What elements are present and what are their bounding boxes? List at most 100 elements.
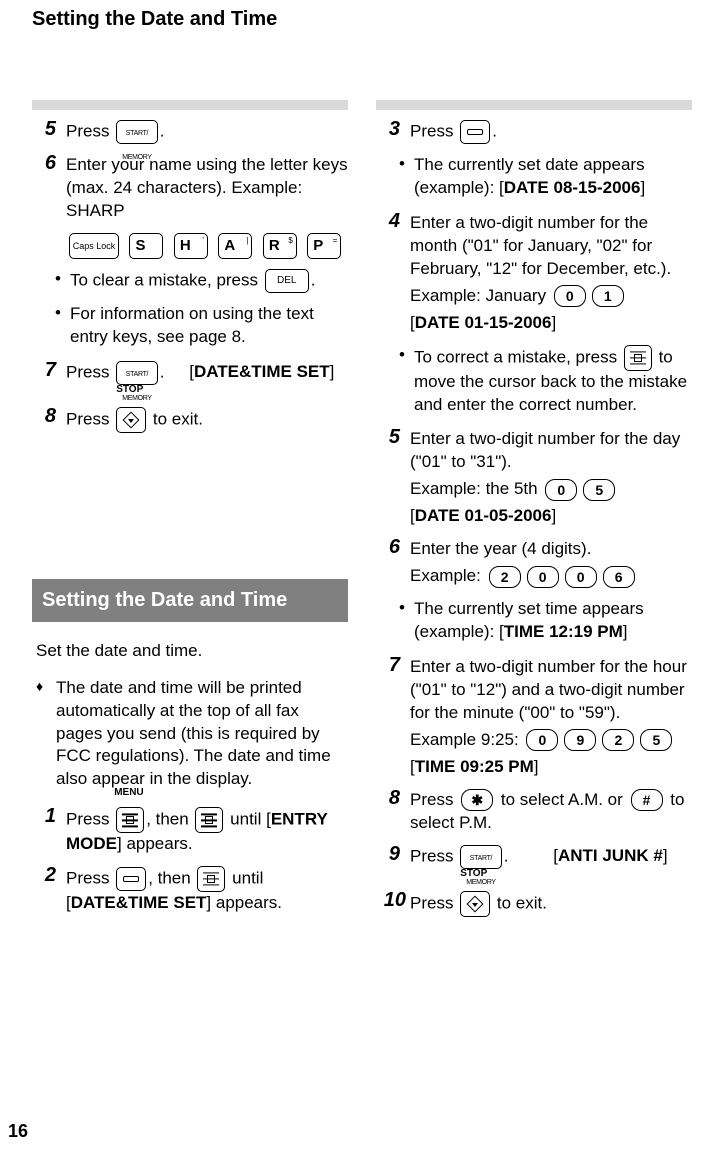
text: , then (146, 810, 193, 829)
key-sup: $ (288, 236, 292, 245)
text: . (492, 121, 497, 140)
step-num: 6 (378, 536, 400, 559)
step-7-left: 7 Press START/MEMORY. [DATE&TIME SET] (34, 359, 348, 385)
step-body: Enter your name using the letter keys (m… (66, 152, 348, 223)
text: Press (410, 121, 458, 140)
step-body: Press ✱ to select A.M. or # to select P.… (410, 787, 692, 835)
step-3: 3 Press . (378, 118, 692, 144)
text: Press (66, 121, 114, 140)
example: Example: the 5th 05 (410, 478, 692, 501)
bullet-dot: • (398, 345, 406, 417)
bullet-info: • For information on using the text entr… (54, 303, 348, 349)
step-8-left: 8 Press STOP to exit. (34, 405, 348, 433)
key-sup: ' (202, 236, 204, 245)
left-column: 5 Press START/MEMORY. 6 Enter your name … (32, 100, 348, 923)
text: Press (66, 362, 114, 381)
step-num: 5 (378, 426, 400, 449)
bullet-date: • The currently set date appears (exampl… (398, 154, 692, 200)
step-num: 7 (378, 654, 400, 677)
step-num: 4 (378, 210, 400, 233)
bullet-clear: • To clear a mistake, press DEL. (54, 269, 348, 293)
text: to exit. (148, 409, 203, 428)
text: . (160, 362, 165, 381)
num-key-9: 9 (564, 729, 596, 751)
num-key-0: 0 (526, 729, 558, 751)
key-main: P (313, 237, 323, 254)
step-4-right: 4 Enter a two-digit number for the month… (378, 210, 692, 335)
text: Press (410, 790, 458, 809)
num-key-1: 1 (592, 285, 624, 307)
nav-key (624, 345, 652, 371)
step-num: 7 (34, 359, 56, 382)
text: ] (640, 178, 645, 197)
text: Enter the year (4 digits). (410, 538, 692, 561)
text: . (311, 270, 316, 289)
step-5-left: 5 Press START/MEMORY. (34, 118, 348, 144)
bullet-body: For information on using the text entry … (70, 303, 348, 349)
display: [DATE 01-05-2006] (410, 505, 692, 528)
text: . (160, 121, 165, 140)
display-text: DATE 08-15-2006 (504, 178, 641, 197)
step-7-right: 7 Enter a two-digit number for the hour … (378, 654, 692, 779)
step-num: 9 (378, 843, 400, 866)
text: to select A.M. or (496, 790, 627, 809)
text: ] appears. (117, 834, 193, 853)
note: ♦ The date and time will be printed auto… (36, 677, 348, 792)
text: , then (148, 869, 195, 888)
display-text: DATE 01-05-2006 (415, 506, 552, 525)
num-key-0: 0 (527, 566, 559, 588)
col-band (32, 100, 348, 110)
nav-key (195, 807, 223, 833)
letter-key-a: A| (218, 233, 252, 259)
text: Press (410, 846, 458, 865)
step-num: 8 (34, 405, 56, 428)
bullet-dot: • (398, 598, 406, 644)
text: Example: January (410, 286, 551, 305)
enter-key (116, 867, 146, 891)
text: Press (66, 409, 114, 428)
display-text: TIME 12:19 PM (504, 622, 623, 641)
stop-key (116, 407, 146, 433)
text: until [ (225, 810, 270, 829)
step-body: Press START/MEMORY. (66, 118, 348, 144)
step-num: 5 (34, 118, 56, 141)
example: Example 9:25: 0925 (410, 729, 692, 752)
text: Example 9:25: (410, 730, 523, 749)
display-text: DATE 01-15-2006 (415, 313, 552, 332)
step-num: 2 (34, 864, 56, 887)
key-sup: = (333, 236, 338, 245)
step-num: 6 (34, 152, 56, 175)
num-key-0: 0 (554, 285, 586, 307)
step-body: Press . (410, 118, 692, 144)
step-6-left: 6 Enter your name using the letter keys … (34, 152, 348, 223)
num-key-5: 5 (640, 729, 672, 751)
bullet-body: To clear a mistake, press DEL. (70, 269, 348, 293)
display-text: ANTI JUNK # (558, 846, 663, 865)
step-body: Enter a two-digit number for the hour ("… (410, 654, 692, 779)
menu-key (116, 807, 144, 833)
bullet-body: The currently set time appears (example)… (414, 598, 692, 644)
step-num: 1 (34, 805, 56, 828)
num-key-5: 5 (583, 479, 615, 501)
page-title: Setting the Date and Time (32, 8, 277, 31)
example: Example: January 01 (410, 285, 692, 308)
num-key-2: 2 (489, 566, 521, 588)
bullet-body: To correct a mistake, press to move the … (414, 345, 692, 417)
letter-key-h: H' (174, 233, 208, 259)
step-9: 9 Press START/MEMORY. [ANTI JUNK #] (378, 843, 692, 869)
step-body: Press , then until [DATE&TIME SET] appea… (66, 864, 348, 915)
key-main: H (180, 237, 191, 254)
caps-lock-key: Caps Lock (69, 233, 119, 259)
text: . (504, 846, 509, 865)
bullet-dot: • (398, 154, 406, 200)
step-body: Press START/MEMORY. [ANTI JUNK #] (410, 843, 692, 869)
step-2: 2 Press , then until [DATE&TIME SET] app… (34, 864, 348, 915)
content-columns: 5 Press START/MEMORY. 6 Enter your name … (32, 100, 692, 923)
bullet-body: The currently set date appears (example)… (414, 154, 692, 200)
section-heading: Setting the Date and Time (32, 579, 348, 622)
text: ] (623, 622, 628, 641)
bullet-dot: • (54, 269, 62, 293)
step-num: 8 (378, 787, 400, 810)
text: Press (66, 810, 114, 829)
step-num: 10 (378, 889, 406, 912)
